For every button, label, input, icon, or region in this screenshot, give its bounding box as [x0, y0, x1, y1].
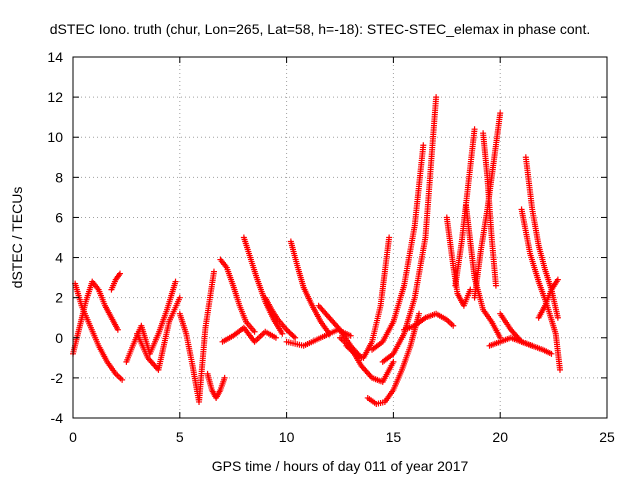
data-point-marker	[554, 314, 561, 321]
y-tick-label: 0	[55, 330, 63, 346]
x-tick-label: 0	[69, 429, 77, 445]
data-point-marker	[390, 358, 397, 365]
y-axis-label: dSTEC / TECUs	[9, 187, 25, 289]
data-point-marker	[433, 94, 440, 101]
y-tick-label: 6	[55, 209, 63, 225]
data-point-marker	[251, 328, 258, 335]
data-point-marker	[420, 142, 427, 149]
data-point-marker	[492, 282, 499, 289]
data-point-marker	[497, 110, 504, 117]
data-point-marker	[471, 126, 478, 133]
x-axis: 0 5 10 15 20 25	[69, 57, 615, 445]
x-tick-label: 20	[492, 429, 508, 445]
x-tick-label: 25	[599, 429, 615, 445]
y-tick-label: 10	[47, 129, 63, 145]
y-tick-label: 8	[55, 169, 63, 185]
y-tick-label: -2	[51, 370, 64, 386]
plot-frame	[72, 56, 608, 419]
data-point-marker	[292, 334, 299, 341]
y-tick-label: -4	[51, 410, 64, 426]
data-point-marker	[548, 350, 555, 357]
x-tick-label: 10	[279, 429, 295, 445]
data-points	[70, 94, 564, 407]
y-axis: -4 -2 0 2 4 6 8 10 12 14	[47, 49, 607, 426]
data-point-marker	[172, 278, 179, 285]
y-tick-label: 2	[55, 290, 63, 306]
y-tick-label: 4	[55, 250, 63, 266]
data-point-marker	[416, 310, 423, 317]
data-point-marker	[272, 334, 279, 341]
data-point-marker	[176, 294, 183, 301]
x-tick-label: 15	[386, 429, 402, 445]
data-point-marker	[116, 270, 123, 277]
data-point-marker	[114, 326, 121, 333]
x-tick-label: 5	[176, 429, 184, 445]
data-point-marker	[347, 332, 354, 339]
y-tick-label: 12	[47, 89, 63, 105]
data-point-marker	[450, 322, 457, 329]
data-point-marker	[557, 366, 564, 373]
data-point-marker	[279, 330, 286, 337]
y-tick-label: 14	[47, 49, 63, 65]
chart-title: dSTEC Iono. truth (chur, Lon=265, Lat=58…	[50, 21, 590, 37]
data-point-marker	[386, 234, 393, 241]
data-point-marker	[554, 276, 561, 283]
data-point-marker	[221, 374, 228, 381]
data-point-marker	[119, 376, 126, 383]
data-point-marker	[210, 268, 217, 275]
data-point-marker	[467, 286, 474, 293]
x-axis-label: GPS time / hours of day 011 of year 2017	[212, 458, 469, 474]
